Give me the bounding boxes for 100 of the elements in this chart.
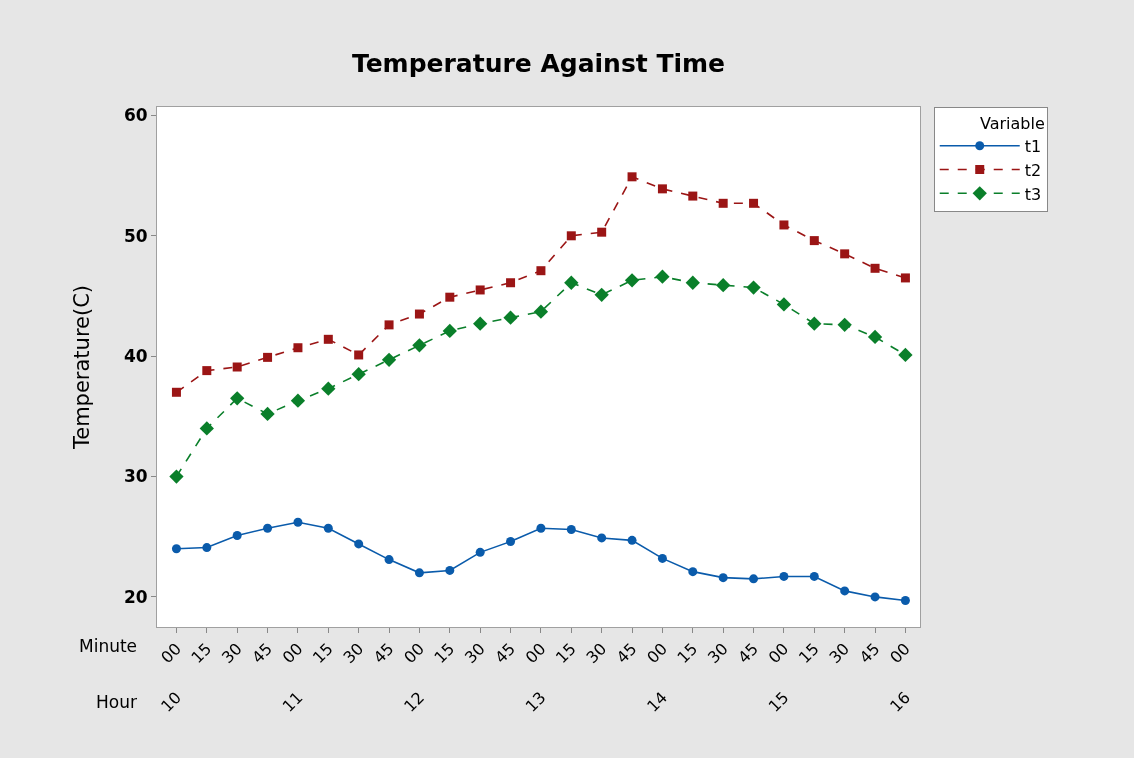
- x2-tick-label: 12: [400, 688, 428, 716]
- point: [627, 535, 637, 545]
- point: [749, 574, 759, 584]
- y-tick-label: 20: [123, 586, 148, 607]
- point: [870, 592, 880, 602]
- point: [263, 352, 273, 362]
- point: [870, 263, 880, 273]
- point: [506, 537, 516, 547]
- point: [263, 523, 273, 533]
- point: [718, 573, 728, 583]
- x-tick-label: 45: [369, 639, 398, 668]
- x-tick-label: 00: [278, 639, 307, 668]
- x2-tick-label: 11: [278, 688, 307, 716]
- point: [202, 543, 212, 553]
- point: [746, 280, 761, 295]
- point: [323, 523, 333, 533]
- legend-label: t2: [1024, 160, 1042, 180]
- point: [171, 544, 181, 554]
- point: [445, 565, 455, 575]
- x2-axis-title: Hour: [96, 692, 137, 712]
- x-tick-label: 15: [551, 639, 580, 668]
- point: [898, 347, 913, 363]
- point: [414, 309, 424, 319]
- point: [688, 191, 698, 201]
- legend-title: Variable: [979, 113, 1045, 133]
- x-tick-label: 45: [491, 639, 520, 668]
- x-tick-label: 45: [734, 639, 763, 668]
- x-tick-label: 45: [855, 639, 884, 668]
- point: [354, 539, 364, 549]
- x-tick-label: 30: [825, 639, 854, 668]
- x-tick-label: 15: [673, 639, 702, 668]
- x-tick-label: 30: [582, 639, 611, 668]
- point: [837, 317, 852, 333]
- point: [657, 553, 667, 563]
- x-tick-label: 30: [460, 639, 489, 668]
- point: [473, 316, 488, 331]
- x-tick-label: 00: [764, 639, 793, 668]
- point: [199, 421, 214, 436]
- point: [506, 278, 516, 288]
- point: [230, 391, 245, 406]
- point: [657, 184, 667, 194]
- point: [475, 547, 485, 557]
- point: [749, 198, 759, 208]
- point: [900, 596, 910, 606]
- y-tick-label: 60: [123, 105, 148, 126]
- point: [566, 231, 576, 241]
- point: [290, 393, 306, 408]
- x2-tick-label: 16: [886, 688, 914, 716]
- point: [779, 571, 789, 581]
- point: [809, 236, 819, 246]
- point: [414, 568, 424, 578]
- point: [536, 266, 546, 276]
- legend-label: t3: [1024, 184, 1042, 204]
- x-tick-label: 15: [308, 639, 337, 668]
- x-tick-label: 15: [430, 639, 459, 668]
- x-tick-label: 30: [703, 639, 732, 668]
- point: [293, 343, 303, 353]
- point: [685, 275, 700, 290]
- y-axis-title: Temperature(C): [70, 284, 95, 451]
- point: [503, 310, 518, 325]
- point: [840, 586, 850, 596]
- y-tick-label: 50: [123, 225, 148, 246]
- point: [779, 220, 789, 230]
- x2-tick-label: 14: [643, 688, 671, 716]
- point: [809, 571, 819, 581]
- x-tick-label: 45: [248, 639, 277, 668]
- point: [776, 297, 792, 312]
- point: [807, 316, 822, 331]
- x2-tick-label: 13: [521, 688, 550, 716]
- point: [354, 350, 364, 360]
- point: [442, 323, 457, 339]
- point: [321, 381, 336, 396]
- point: [412, 338, 427, 353]
- point: [384, 555, 394, 565]
- chart-title: Temperature Against Time: [351, 48, 726, 78]
- y-tick-label: 40: [123, 346, 148, 367]
- x2-tick-label: 15: [764, 688, 793, 716]
- point: [232, 531, 242, 541]
- point: [384, 320, 394, 330]
- point: [475, 285, 485, 295]
- point: [624, 273, 640, 288]
- x-axis-title: Minute: [79, 636, 138, 656]
- point: [445, 292, 455, 302]
- x-tick-label: 15: [187, 639, 216, 668]
- point: [260, 406, 275, 422]
- x-tick-label: 00: [643, 639, 671, 668]
- point: [536, 523, 546, 533]
- point: [594, 287, 609, 302]
- point: [381, 352, 397, 367]
- point: [718, 198, 728, 208]
- point: [867, 329, 883, 345]
- point: [564, 275, 579, 290]
- x-tick-label: 15: [794, 639, 823, 668]
- point: [716, 278, 731, 293]
- point: [171, 387, 181, 397]
- x-tick-label: 00: [157, 639, 185, 668]
- point: [202, 366, 212, 376]
- point: [900, 273, 910, 283]
- point: [655, 269, 670, 284]
- point: [323, 334, 333, 344]
